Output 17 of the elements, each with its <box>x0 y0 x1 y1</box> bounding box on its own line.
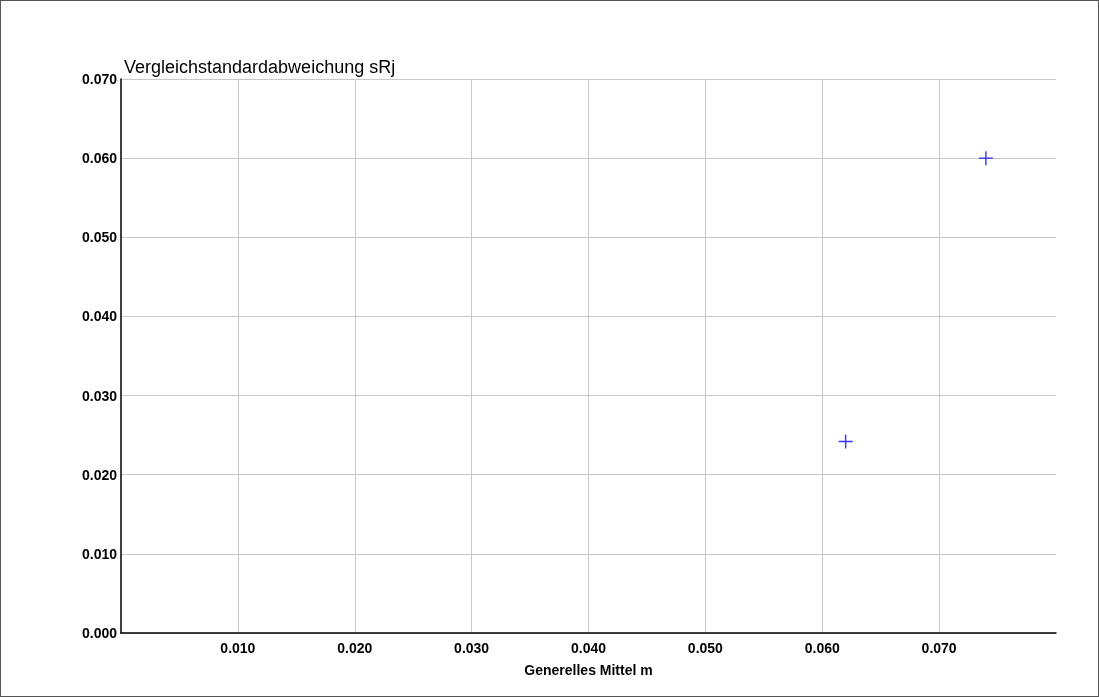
x-tick-label: 0.060 <box>804 640 840 656</box>
x-tick-label: 0.050 <box>687 640 724 656</box>
y-tick-label: 0.070 <box>81 71 118 87</box>
x-tick-label: 0.030 <box>454 640 490 656</box>
x-tick-label: 0.010 <box>220 640 256 656</box>
x-axis-title: Generelles Mittel m <box>524 662 653 678</box>
y-tick-label: 0.040 <box>81 308 118 325</box>
y-tick-label: 0.020 <box>81 466 118 483</box>
y-tick-label: 0.050 <box>81 229 118 246</box>
y-tick-label: 0.030 <box>81 387 118 404</box>
y-tick-label: 0.060 <box>81 150 118 167</box>
y-tick-label: 0.010 <box>81 545 118 562</box>
x-tick-label: 0.020 <box>337 640 373 656</box>
x-tick-label: 0.040 <box>570 640 607 656</box>
x-tick-label: 0.070 <box>921 640 957 656</box>
chart-title: Vergleichstandardabweichung sRj <box>124 57 396 77</box>
y-tick-label: 0.000 <box>81 625 118 641</box>
